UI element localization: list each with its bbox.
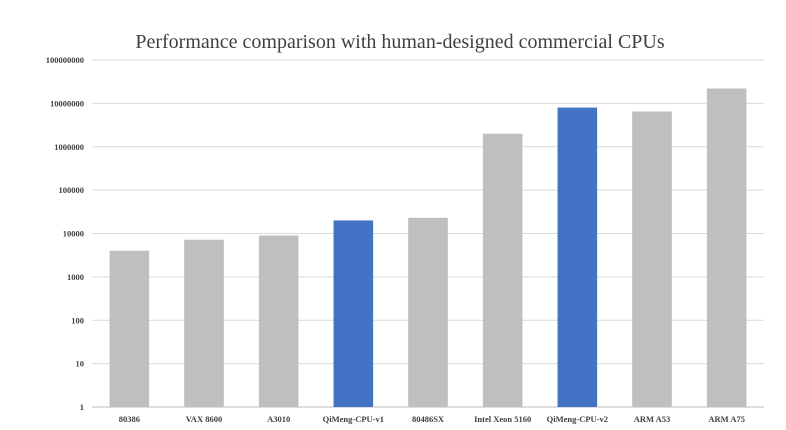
y-tick-label: 1000 <box>67 272 84 282</box>
x-tick-label: ARM A53 <box>634 414 671 424</box>
chart-title: Performance comparison with human-design… <box>135 31 665 53</box>
x-tick-label: ARM A75 <box>708 414 745 424</box>
bar-arm-a75 <box>706 88 747 408</box>
bar-qimeng-cpu-v1 <box>333 220 374 407</box>
x-axis-tick-labels: 80386 VAX 8600 A3010 QiMeng-CPU-v1 80486SX In… <box>119 414 745 424</box>
x-tick-label: QiMeng-CPU-v2 <box>547 414 608 424</box>
y-axis-tick-labels: 1 10 100 1000 10000 100000 1000000 10000000 1000… <box>46 55 84 412</box>
y-tick-label: 10000000 <box>50 98 84 108</box>
x-tick-label: QiMeng-CPU-v1 <box>323 414 384 424</box>
y-tick-label: 100000000 <box>46 55 84 65</box>
x-tick-label: 80486SX <box>412 414 445 424</box>
y-tick-label: 1000000 <box>54 142 84 152</box>
bars <box>109 88 747 408</box>
x-tick-label: Intel Xeon 5160 <box>474 414 531 424</box>
bar-vax-8600 <box>184 239 224 407</box>
bar-80386 <box>109 250 150 407</box>
bar-qimeng-cpu-v2 <box>557 107 598 408</box>
y-tick-label: 100 <box>71 315 84 325</box>
x-tick-label: 80386 <box>119 414 140 424</box>
bar-80486sx <box>408 217 448 407</box>
x-tick-label: VAX 8600 <box>186 414 222 424</box>
y-tick-label: 10000 <box>63 229 84 239</box>
x-tick-label: A3010 <box>267 414 290 424</box>
y-tick-label: 1 <box>80 402 84 412</box>
y-tick-label: 10 <box>76 359 85 369</box>
y-tick-label: 100000 <box>59 185 85 195</box>
bar-arm-a53 <box>632 111 672 408</box>
bar-intel-xeon-5160 <box>482 133 523 408</box>
bar-a3010 <box>258 235 299 407</box>
